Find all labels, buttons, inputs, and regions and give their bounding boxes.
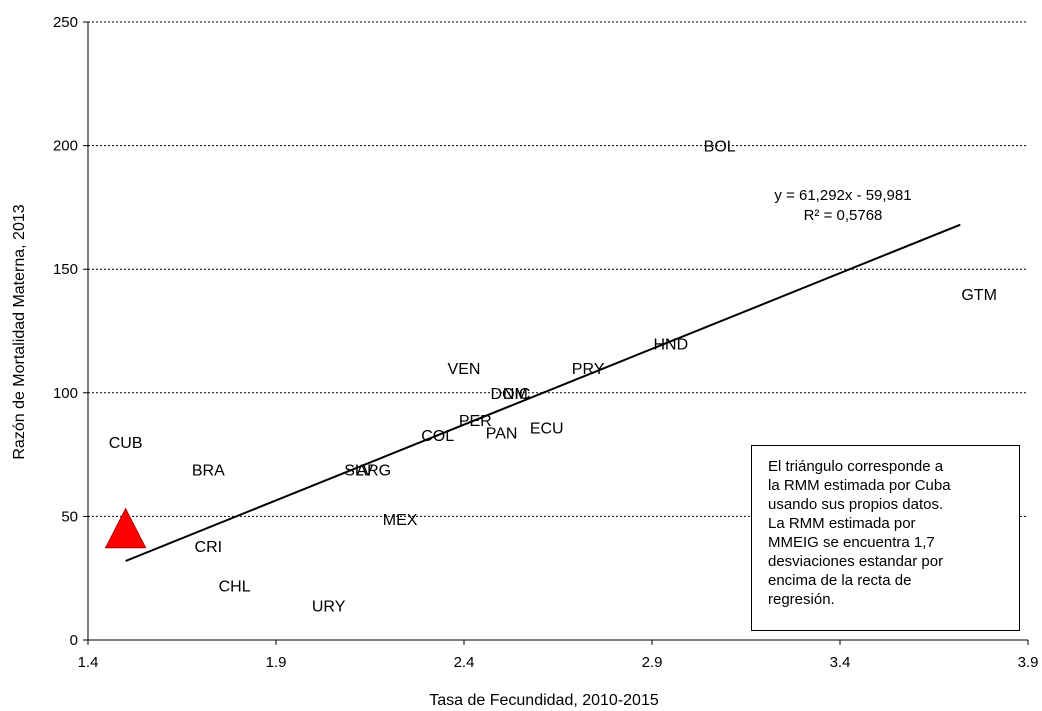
point-label-pry: PRY — [572, 361, 605, 378]
axes — [83, 21, 1029, 645]
regression-equation: y = 61,292x - 59,981 — [774, 187, 911, 204]
point-label-gtm: GTM — [961, 287, 997, 304]
cuba-estimate-triangle — [104, 507, 147, 549]
x-tick-label: 1.9 — [266, 654, 287, 671]
annotation-line: encima de la recta de — [768, 572, 912, 589]
x-tick-label: 3.4 — [830, 654, 851, 671]
point-label-pan: PAN — [486, 425, 518, 442]
annotation-line: El triángulo corresponde a — [768, 458, 944, 475]
trendline — [125, 223, 961, 562]
point-label-ury: URY — [312, 598, 346, 615]
point-label-bol: BOL — [704, 139, 736, 156]
point-label-arg: ARG — [356, 462, 391, 479]
x-tick-label: 2.4 — [454, 654, 475, 671]
tick-labels: 0 50 100 150 200 250 1.4 1.9 2.4 2.9 3.4 3.9 — [53, 14, 1038, 671]
point-label-ven: VEN — [448, 361, 481, 378]
annotation-line: desviaciones estandar por — [768, 553, 944, 570]
point-label-cub: CUB — [109, 435, 143, 452]
y-tick-label: 50 — [61, 508, 78, 525]
y-axis-title: Razón de Mortalidad Materna, 2013 — [11, 204, 28, 459]
x-axis-title: Tasa de Fecundidad, 2010-2015 — [429, 692, 659, 709]
point-label-chl: CHL — [219, 579, 251, 596]
point-label-nic: NIC — [503, 386, 531, 403]
r-squared-label: R² = 0,5768 — [804, 207, 883, 224]
point-label-col: COL — [421, 428, 454, 445]
annotation-box: El triángulo corresponde a la RMM estimad… — [751, 445, 1020, 631]
point-label-bra: BRA — [192, 462, 225, 479]
gridlines — [88, 21, 1028, 517]
point-label-hnd: HND — [653, 336, 688, 353]
x-tick-label: 1.4 — [78, 654, 99, 671]
point-label-dom: DOM — [490, 386, 527, 403]
x-tick-label: 2.9 — [642, 654, 663, 671]
point-label-mex: MEX — [383, 512, 418, 529]
annotation-line: la RMM estimada por Cuba — [768, 477, 951, 494]
y-tick-label: 0 — [70, 632, 78, 649]
x-tick-label: 3.9 — [1018, 654, 1039, 671]
annotation-line: MMEIG se encuentra 1,7 — [768, 534, 935, 551]
regression-line — [125, 223, 961, 562]
point-label-ecu: ECU — [530, 420, 564, 437]
y-tick-label: 200 — [53, 138, 78, 155]
annotation-line: usando sus propios datos. — [768, 496, 944, 513]
y-tick-label: 150 — [53, 261, 78, 278]
point-label-per: PER — [459, 413, 492, 430]
point-label-cri: CRI — [195, 539, 223, 556]
y-tick-label: 250 — [53, 14, 78, 31]
point-label-slv: SLV — [344, 462, 373, 479]
annotation-line: La RMM estimada por — [768, 515, 916, 532]
annotation-line: regresión. — [768, 591, 835, 608]
y-tick-label: 100 — [53, 385, 78, 402]
